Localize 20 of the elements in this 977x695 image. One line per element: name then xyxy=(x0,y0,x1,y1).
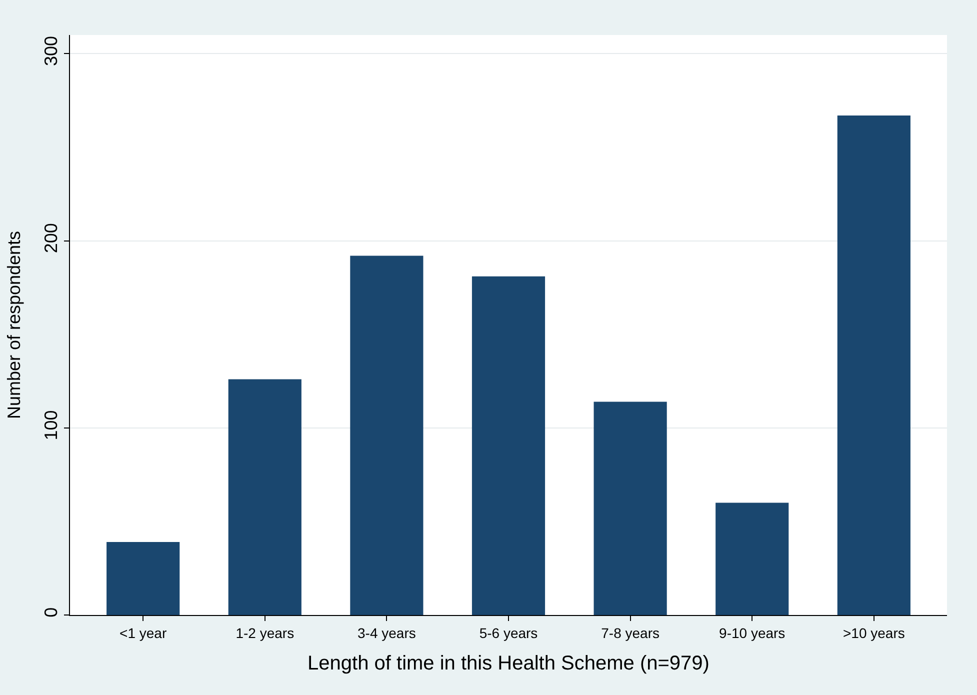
x-tick-label: 1-2 years xyxy=(236,624,294,641)
bar xyxy=(228,379,302,615)
y-tick-label: 300 xyxy=(40,36,61,66)
x-tick-label: 9-10 years xyxy=(719,624,786,641)
x-axis-title: Length of time in this Health Scheme (n=979) xyxy=(308,652,710,674)
bar xyxy=(106,542,180,615)
y-tick-label: 0 xyxy=(40,607,61,618)
bar xyxy=(472,276,546,615)
y-tick-label: 200 xyxy=(40,223,61,254)
y-axis-title: Number of respondents xyxy=(4,230,24,420)
bar xyxy=(837,115,910,615)
y-tick-label: 100 xyxy=(40,410,61,440)
x-tick-label: >10 years xyxy=(842,624,905,641)
bar xyxy=(716,502,789,615)
x-tick-label: 3-4 years xyxy=(358,624,416,641)
x-tick-label: 5-6 years xyxy=(479,624,538,641)
x-tick-label: <1 year xyxy=(120,624,167,641)
bar xyxy=(350,256,424,615)
x-tick-label: 7-8 years xyxy=(601,624,660,641)
bar xyxy=(594,402,667,615)
